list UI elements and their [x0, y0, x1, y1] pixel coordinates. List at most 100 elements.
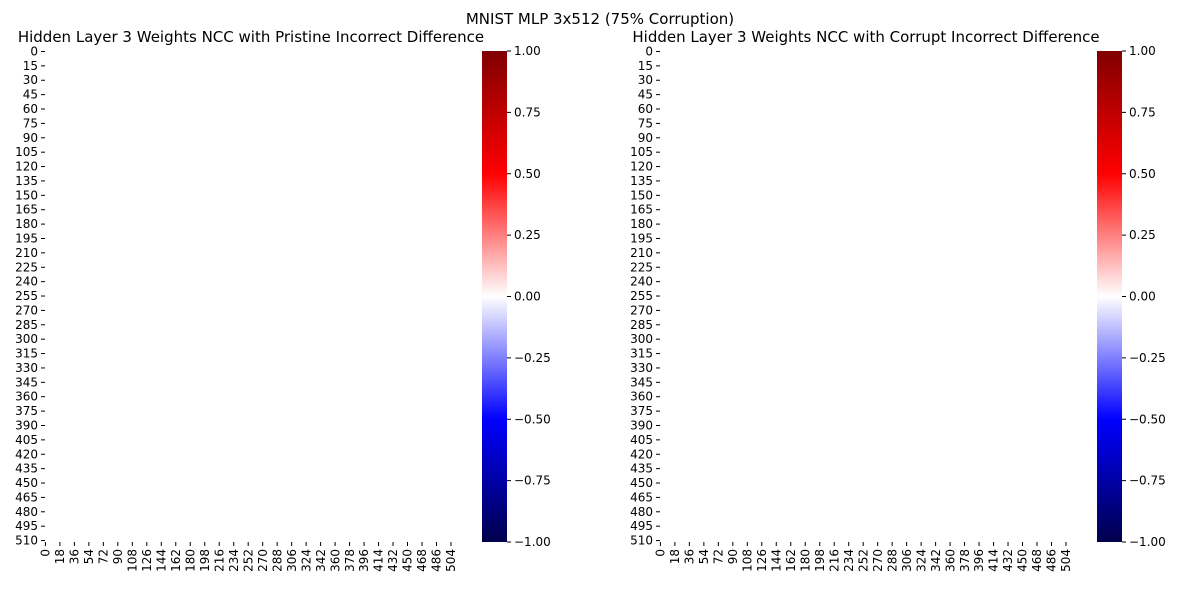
x-tick-label: 288 — [885, 549, 899, 572]
y-tick-label: 285 — [15, 318, 38, 332]
y-tick-label: 180 — [15, 217, 38, 231]
x-tick-label: 108 — [126, 549, 140, 572]
y-tick-label: 90 — [23, 131, 38, 145]
x-tick-label: 378 — [958, 549, 972, 572]
x-tick-label: 396 — [972, 549, 986, 572]
y-tick-label: 405 — [15, 433, 38, 447]
y-tick-label: 195 — [15, 231, 38, 245]
x-tick-label: 504 — [1059, 549, 1073, 572]
x-tick-label: 396 — [357, 549, 371, 572]
y-tick-label: 180 — [630, 217, 653, 231]
y-tick-label: 465 — [630, 490, 653, 504]
x-ticks-left: 0 18 36 54 72 90 108 126 144 162 180 198 216 234 252 27… — [39, 542, 458, 572]
x-tick-label: 234 — [227, 549, 241, 572]
y-tick-label: 30 — [638, 73, 653, 87]
y-tick-label: 510 — [630, 534, 653, 548]
y-tick-label: 450 — [630, 476, 653, 490]
x-tick-label: 90 — [726, 549, 740, 564]
y-tick-label: 270 — [15, 303, 38, 317]
heatmap-panel-left: Hidden Layer 3 Weights NCC with Pristine… — [15, 28, 551, 572]
y-tick-label: 15 — [638, 59, 653, 73]
colorbar-ticks-right: −1.00 −0.75 −0.50 −0.25 0.00 0.25 0.50 0.75 1.00 — [1122, 44, 1166, 549]
y-tick-label: 435 — [15, 462, 38, 476]
x-tick-label: 270 — [256, 549, 270, 572]
colorbar-tick-label: 0.50 — [514, 167, 541, 181]
x-tick-label: 360 — [943, 549, 957, 572]
x-tick-label: 126 — [140, 549, 154, 572]
x-tick-label: 126 — [755, 549, 769, 572]
x-tick-label: 18 — [53, 549, 67, 564]
y-tick-label: 60 — [23, 102, 38, 116]
y-tick-label: 450 — [15, 476, 38, 490]
y-tick-label: 495 — [630, 519, 653, 533]
y-tick-label: 405 — [630, 433, 653, 447]
y-tick-label: 60 — [638, 102, 653, 116]
x-tick-label: 216 — [212, 549, 226, 572]
y-tick-label: 375 — [15, 404, 38, 418]
y-tick-label: 390 — [630, 418, 653, 432]
y-tick-label: 480 — [15, 505, 38, 519]
x-tick-label: 504 — [444, 549, 458, 572]
x-tick-label: 288 — [270, 549, 284, 572]
x-tick-label: 414 — [372, 549, 386, 572]
heatmap-panel-right: Hidden Layer 3 Weights NCC with Corrupt … — [630, 28, 1166, 572]
y-tick-label: 240 — [15, 275, 38, 289]
y-tick-label: 315 — [15, 347, 38, 361]
x-tick-label: 54 — [697, 549, 711, 564]
y-tick-label: 300 — [15, 332, 38, 346]
y-tick-label: 150 — [630, 188, 653, 202]
y-tick-label: 390 — [15, 418, 38, 432]
x-tick-label: 18 — [668, 549, 682, 564]
colorbar-tick-label: −0.50 — [1129, 412, 1166, 426]
y-tick-label: 420 — [15, 447, 38, 461]
colorbar-tick-label: −0.75 — [1129, 474, 1166, 488]
x-tick-label: 162 — [784, 549, 798, 572]
x-tick-label: 180 — [798, 549, 812, 572]
x-tick-label: 72 — [712, 549, 726, 564]
x-tick-label: 342 — [314, 549, 328, 572]
colorbar-tick-label: 1.00 — [514, 44, 541, 58]
y-tick-label: 510 — [15, 534, 38, 548]
y-tick-label: 360 — [630, 390, 653, 404]
y-tick-label: 45 — [23, 88, 38, 102]
x-tick-label: 468 — [1030, 549, 1044, 572]
x-tick-label: 432 — [1001, 549, 1015, 572]
x-tick-label: 108 — [741, 549, 755, 572]
y-tick-label: 90 — [638, 131, 653, 145]
colorbar-tick-label: −0.25 — [1129, 351, 1166, 365]
y-tick-label: 375 — [630, 404, 653, 418]
x-tick-label: 324 — [914, 549, 928, 572]
y-tick-label: 150 — [15, 188, 38, 202]
y-tick-label: 210 — [15, 246, 38, 260]
y-tick-label: 75 — [23, 116, 38, 130]
colorbar-tick-label: 0.00 — [1129, 290, 1156, 304]
y-tick-label: 30 — [23, 73, 38, 87]
heatmap-title-right: Hidden Layer 3 Weights NCC with Corrupt … — [632, 28, 1099, 46]
y-tick-label: 195 — [630, 231, 653, 245]
colorbar-left — [482, 51, 507, 542]
y-tick-label: 0 — [30, 44, 38, 58]
y-tick-label: 75 — [638, 116, 653, 130]
x-tick-label: 342 — [929, 549, 943, 572]
y-tick-label: 270 — [630, 303, 653, 317]
y-tick-label: 135 — [630, 174, 653, 188]
x-tick-label: 72 — [97, 549, 111, 564]
y-tick-label: 120 — [630, 160, 653, 174]
x-tick-label: 486 — [1045, 549, 1059, 572]
x-tick-label: 54 — [82, 549, 96, 564]
x-tick-label: 216 — [827, 549, 841, 572]
colorbar-ticks-left: −1.00 −0.75 −0.50 −0.25 0.00 0.25 0.50 0.75 1.00 — [507, 44, 551, 549]
y-tick-label: 360 — [15, 390, 38, 404]
y-tick-label: 465 — [15, 490, 38, 504]
y-tick-label: 495 — [15, 519, 38, 533]
x-tick-label: 324 — [299, 549, 313, 572]
x-tick-label: 486 — [430, 549, 444, 572]
x-tick-label: 162 — [169, 549, 183, 572]
y-tick-label: 105 — [15, 145, 38, 159]
colorbar-tick-label: 1.00 — [1129, 44, 1156, 58]
y-tick-label: 45 — [638, 88, 653, 102]
x-tick-label: 0 — [654, 549, 668, 557]
y-tick-label: 225 — [15, 260, 38, 274]
x-tick-label: 414 — [987, 549, 1001, 572]
x-tick-label: 252 — [856, 549, 870, 572]
